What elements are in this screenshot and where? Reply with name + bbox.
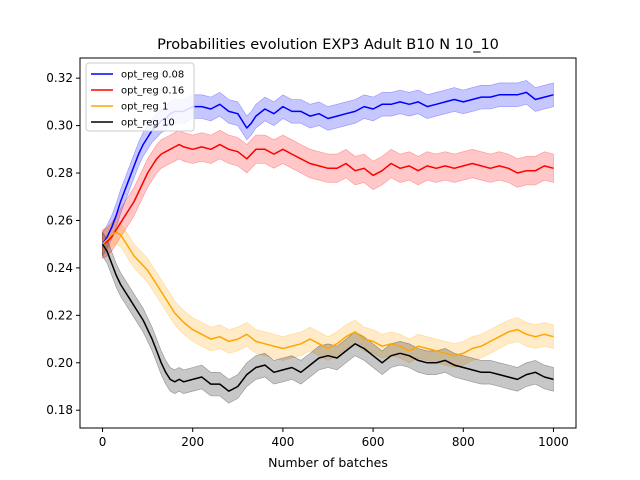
- x-axis-ticks: 0 200 400 600 800 1000: [99, 428, 569, 449]
- legend-label-0: opt_reg 0.08: [121, 70, 184, 81]
- y-tick-label-6: 0.30: [46, 119, 73, 133]
- x-tick-label-2: 400: [271, 435, 294, 449]
- legend-label-1: opt_reg 0.16: [121, 86, 184, 97]
- legend-box: [85, 62, 195, 132]
- legend-label-2: opt_reg 1: [121, 102, 168, 113]
- plot-frame: [79, 57, 577, 429]
- y-tick-label-2: 0.22: [46, 308, 73, 322]
- band-series-0: [102, 80, 554, 258]
- x-tick-label-0: 0: [99, 435, 107, 449]
- x-tick-label-1: 200: [181, 435, 204, 449]
- band-series-3: [102, 231, 554, 404]
- y-tick-label-7: 0.32: [46, 71, 73, 85]
- x-tick-label-3: 600: [362, 435, 385, 449]
- x-axis-label: Number of batches: [268, 455, 388, 470]
- band-series-2: [102, 220, 554, 368]
- line-series-0: [101, 91, 554, 245]
- x-tick-label-5: 1000: [538, 435, 569, 449]
- legend: opt_reg 0.08 opt_reg 0.16 opt_reg 1 opt_reg…: [85, 62, 195, 132]
- y-axis-ticks: 0.18 0.20 0.22 0.24 0.26 0.28 0.30 0.32: [46, 71, 80, 417]
- line-series-1: [102, 143, 554, 245]
- y-tick-label-0: 0.18: [46, 403, 73, 417]
- y-tick-label-4: 0.26: [46, 213, 73, 227]
- band-series-1: [102, 129, 554, 259]
- y-tick-label-1: 0.20: [46, 356, 73, 370]
- y-tick-label-5: 0.28: [46, 166, 73, 180]
- line-series-2: [101, 231, 554, 357]
- legend-label-3: opt_reg 10: [121, 118, 175, 129]
- line-series-3: [101, 243, 554, 392]
- y-tick-label-3: 0.24: [46, 261, 73, 275]
- x-tick-label-4: 800: [452, 435, 475, 449]
- chart-title: Probabilities evolution EXP3 Adult B10 N…: [157, 37, 499, 53]
- confidence-bands: [102, 80, 554, 404]
- series-lines: [101, 91, 554, 392]
